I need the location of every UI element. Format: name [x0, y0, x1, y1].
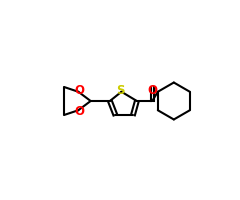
Text: O: O — [147, 84, 157, 97]
Text: O: O — [74, 105, 84, 118]
Text: S: S — [116, 84, 125, 97]
Text: O: O — [74, 84, 84, 97]
